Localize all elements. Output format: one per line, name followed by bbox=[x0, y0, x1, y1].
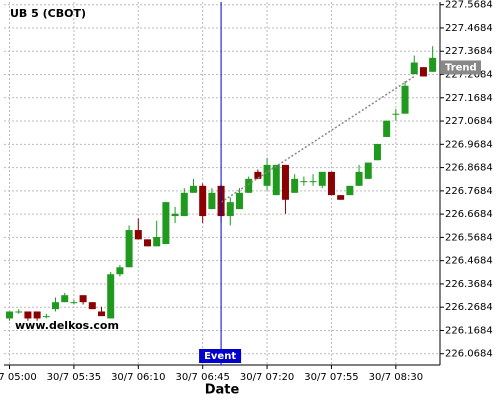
candle-body bbox=[318, 171, 326, 186]
candle-body bbox=[189, 185, 197, 193]
candle-body bbox=[383, 120, 391, 137]
candle-body bbox=[61, 295, 69, 303]
x-tick-label: 30/7 07:20 bbox=[240, 372, 294, 383]
x-tick-label: 30/7 08:30 bbox=[369, 372, 423, 383]
y-tick-label: 227.2684 bbox=[445, 70, 493, 81]
candle-body bbox=[134, 230, 142, 240]
chart-title: UB 5 (CBOT) bbox=[10, 7, 86, 20]
candle-body bbox=[116, 267, 124, 275]
x-tick-label: 30/7 05:35 bbox=[47, 372, 101, 383]
candle-body bbox=[79, 295, 87, 303]
candle-body bbox=[300, 181, 308, 183]
candle-body bbox=[410, 62, 418, 75]
event-label: Event bbox=[204, 351, 236, 362]
y-tick-label: 226.7684 bbox=[445, 186, 493, 197]
candle-body bbox=[281, 164, 289, 200]
candle-body bbox=[180, 192, 188, 217]
candle-body bbox=[364, 162, 372, 179]
y-tick-label: 226.0684 bbox=[445, 349, 493, 360]
candle-body bbox=[107, 274, 115, 319]
y-tick-label: 226.8684 bbox=[445, 163, 493, 174]
candle-body bbox=[272, 164, 280, 196]
candle-body bbox=[98, 311, 106, 317]
candle-body bbox=[52, 302, 60, 310]
candle-body bbox=[6, 311, 14, 319]
y-tick-label: 226.2684 bbox=[445, 302, 493, 313]
candle-body bbox=[429, 57, 437, 72]
y-tick-label: 226.6684 bbox=[445, 209, 493, 220]
x-tick-label: 30/7 05:00 bbox=[0, 372, 37, 383]
x-tick-label: 30/7 06:10 bbox=[111, 372, 165, 383]
y-tick-label: 227.0684 bbox=[445, 116, 493, 127]
watermark: www.delkos.com bbox=[15, 319, 119, 332]
candle-body bbox=[153, 237, 161, 247]
y-tick-label: 227.5684 bbox=[445, 0, 493, 11]
y-tick-label: 226.4684 bbox=[445, 256, 493, 267]
candle-body bbox=[88, 302, 96, 310]
y-tick-label: 227.1684 bbox=[445, 93, 493, 104]
candle-body bbox=[373, 143, 381, 161]
x-axis-label: Date bbox=[205, 383, 240, 398]
candle-body bbox=[208, 192, 216, 210]
candle-body bbox=[309, 181, 317, 183]
candle-body bbox=[337, 195, 345, 200]
candle-body bbox=[245, 178, 253, 193]
candle-body bbox=[346, 185, 354, 196]
candle-body bbox=[42, 316, 50, 318]
candle-body bbox=[162, 202, 170, 244]
candle-body bbox=[143, 239, 151, 247]
y-tick-label: 226.9684 bbox=[445, 139, 493, 150]
x-tick-label: 30/7 06:45 bbox=[175, 372, 229, 383]
y-tick-label: 226.3684 bbox=[445, 279, 493, 290]
y-tick-label: 226.5684 bbox=[445, 232, 493, 243]
trend-label-box bbox=[441, 60, 481, 75]
candle-body bbox=[419, 67, 427, 77]
y-tick-label: 226.1684 bbox=[445, 325, 493, 336]
trend-line bbox=[220, 75, 415, 203]
candle-body bbox=[24, 311, 32, 319]
candle-body bbox=[235, 192, 243, 210]
candle-body bbox=[355, 171, 363, 186]
candle-body bbox=[33, 311, 41, 319]
x-tick-label: 30/7 07:55 bbox=[304, 372, 358, 383]
candle-body bbox=[199, 185, 207, 217]
trend-label: Trend bbox=[445, 62, 477, 73]
event-label-box bbox=[199, 349, 242, 363]
candle-body bbox=[171, 213, 179, 217]
candle-body bbox=[70, 302, 78, 304]
candle-body bbox=[401, 85, 409, 114]
candle-body bbox=[327, 171, 335, 196]
candle-body bbox=[263, 164, 271, 186]
y-tick-label: 227.3684 bbox=[445, 46, 493, 57]
candle-body bbox=[291, 178, 299, 193]
candle-body bbox=[226, 202, 234, 217]
y-tick-label: 227.4684 bbox=[445, 23, 493, 34]
candle-body bbox=[254, 171, 262, 179]
candle-body bbox=[125, 230, 133, 268]
candle-body bbox=[15, 311, 23, 313]
candle-body bbox=[392, 113, 400, 115]
